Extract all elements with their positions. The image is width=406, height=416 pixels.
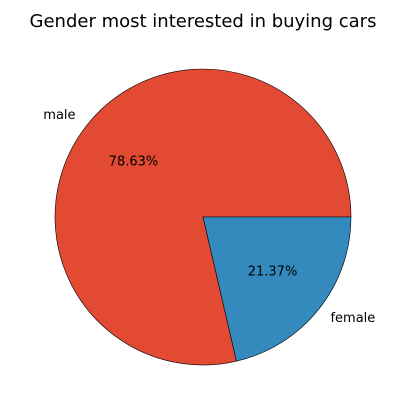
- labels-layer: male 78.63% female 21.37%: [43, 108, 375, 326]
- slice-percent-male: 78.63%: [109, 154, 159, 169]
- slices-layer: [54, 68, 352, 366]
- chart-title: Gender most interested in buying cars: [30, 11, 377, 32]
- slice-label-male: male: [43, 108, 75, 123]
- slice-label-female: female: [330, 311, 375, 326]
- pie-slice-female: [202, 216, 352, 362]
- slice-percent-female: 21.37%: [248, 265, 298, 280]
